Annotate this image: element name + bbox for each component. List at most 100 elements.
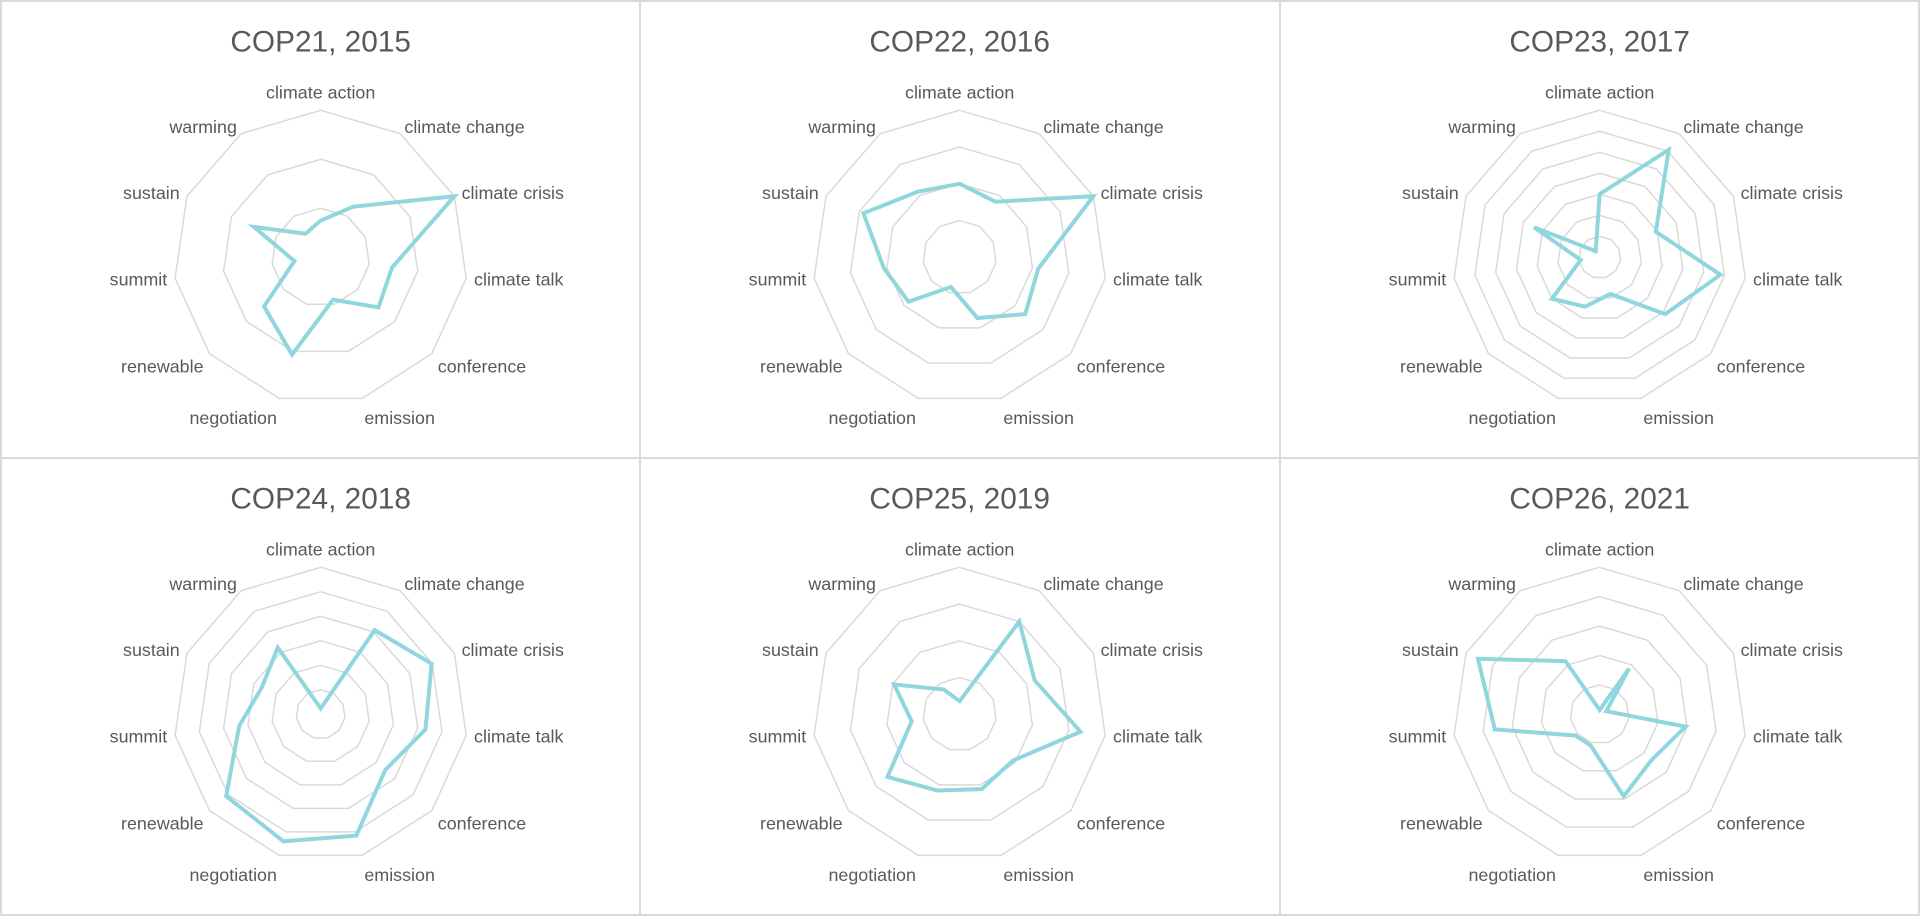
grid-ring [1494, 151, 1705, 359]
axis-label: renewable [760, 357, 843, 377]
axis-label: summit [1388, 269, 1446, 289]
chart-title: COP24, 2018 [230, 483, 411, 516]
axis-label: climate change [1044, 574, 1164, 594]
axis-label: climate change [1044, 117, 1164, 137]
axis-label: emission [1643, 408, 1714, 428]
axis-label: climate action [1545, 539, 1654, 559]
radar-chart: COP23, 2017 climate action climate change c… [1388, 26, 1842, 428]
axis-label: climate talk [1113, 726, 1202, 746]
axis-label: negotiation [1468, 408, 1555, 428]
axis-label: renewable [1400, 357, 1483, 377]
axis-label: sustain [762, 640, 819, 660]
axis-label: renewable [121, 357, 204, 377]
axis-label: sustain [1402, 640, 1459, 660]
axis-label: warming [168, 574, 237, 594]
axis-label: sustain [1402, 183, 1459, 203]
axis-label: summit [749, 726, 807, 746]
chart-title: COP23, 2017 [1509, 26, 1690, 59]
series-line [224, 627, 434, 844]
grid-ring [813, 109, 1107, 400]
axis-label: summit [110, 269, 168, 289]
radar-chart-panel: COP24, 2018 climate action climate change c… [1, 458, 641, 915]
radar-chart: COP24, 2018 climate action climate change c… [110, 483, 564, 885]
axis-label: conference [438, 357, 526, 377]
grid-ring [1577, 235, 1621, 279]
axis-label: climate crisis [1101, 183, 1203, 203]
axis-label: conference [1077, 814, 1166, 834]
axis-label: summit [749, 269, 807, 289]
chart-title: COP25, 2019 [870, 483, 1051, 516]
grid-ring [222, 615, 419, 810]
grid-ring [886, 640, 1034, 786]
axis-label: climate change [1683, 117, 1803, 137]
grid-ring [1482, 595, 1717, 828]
axis-label: climate talk [474, 726, 563, 746]
axis-label: climate action [266, 82, 375, 102]
axis-label: climate crisis [462, 640, 564, 660]
axis-label: summit [1388, 726, 1446, 746]
radar-chart: COP22, 2016 climate action climate change c… [749, 26, 1203, 428]
chart-title: COP21, 2015 [230, 26, 411, 59]
grid-ring [1511, 625, 1688, 800]
grid-ring [922, 676, 998, 751]
radar-chart-panel: COP22, 2016 climate action climate change c… [640, 1, 1280, 458]
grid-ring [850, 603, 1070, 821]
axis-label: emission [1643, 865, 1714, 885]
radar-chart-panel: COP25, 2019 climate action climate change c… [640, 458, 1280, 915]
axis-label: climate change [1683, 574, 1803, 594]
chart-title: COP26, 2021 [1509, 483, 1690, 516]
grid-ring [922, 219, 998, 294]
radar-chart-panel: COP23, 2017 climate action climate change c… [1279, 1, 1919, 458]
axis-label: conference [1077, 357, 1166, 377]
series-line [885, 617, 1085, 793]
axis-label: climate action [266, 539, 375, 559]
grid-ring [1453, 109, 1746, 400]
axis-label: emission [1004, 408, 1075, 428]
grid-ring [850, 146, 1070, 364]
grid-ring [174, 566, 467, 857]
grid-ring [222, 158, 419, 353]
grid-ring [271, 207, 370, 306]
axis-label: sustain [762, 183, 819, 203]
radar-chart: COP25, 2019 climate action climate change c… [749, 483, 1203, 885]
axis-label: negotiation [829, 865, 916, 885]
axis-label: negotiation [189, 408, 276, 428]
chart-title: COP22, 2016 [870, 26, 1051, 59]
axis-label: negotiation [189, 865, 276, 885]
axis-label: emission [364, 865, 435, 885]
axis-label: emission [364, 408, 435, 428]
grid-ring [813, 566, 1107, 857]
axis-label: climate action [905, 539, 1014, 559]
axis-label: climate talk [1753, 269, 1842, 289]
axis-label: renewable [1400, 814, 1483, 834]
axis-label: warming [1447, 117, 1516, 137]
axis-label: sustain [123, 183, 180, 203]
grid-ring [1569, 684, 1630, 744]
axis-label: climate crisis [462, 183, 564, 203]
radar-chart: COP21, 2015 climate action climate change c… [110, 26, 564, 428]
axis-label: climate crisis [1101, 640, 1203, 660]
grid-ring [271, 664, 370, 763]
grid-ring [1536, 193, 1663, 319]
axis-label: climate change [404, 574, 524, 594]
axis-label: conference [1716, 357, 1805, 377]
grid-ring [1515, 172, 1684, 339]
axis-label: summit [110, 726, 168, 746]
axis-label: negotiation [829, 408, 916, 428]
axis-label: climate talk [474, 269, 563, 289]
grid-ring [247, 640, 395, 786]
axis-label: warming [168, 117, 237, 137]
axis-label: conference [1716, 814, 1805, 834]
axis-label: climate action [1545, 82, 1654, 102]
axis-label: renewable [760, 814, 843, 834]
series-line [1475, 656, 1690, 800]
grid-ring [295, 689, 346, 739]
grid-ring [198, 591, 443, 833]
axis-label: warming [808, 117, 877, 137]
grid-ring [1556, 214, 1642, 299]
grid-ring [1473, 130, 1725, 379]
radar-chart-panel: COP26, 2021 climate action climate change c… [1279, 458, 1919, 915]
series-line [1532, 145, 1724, 317]
axis-label: climate action [905, 82, 1014, 102]
